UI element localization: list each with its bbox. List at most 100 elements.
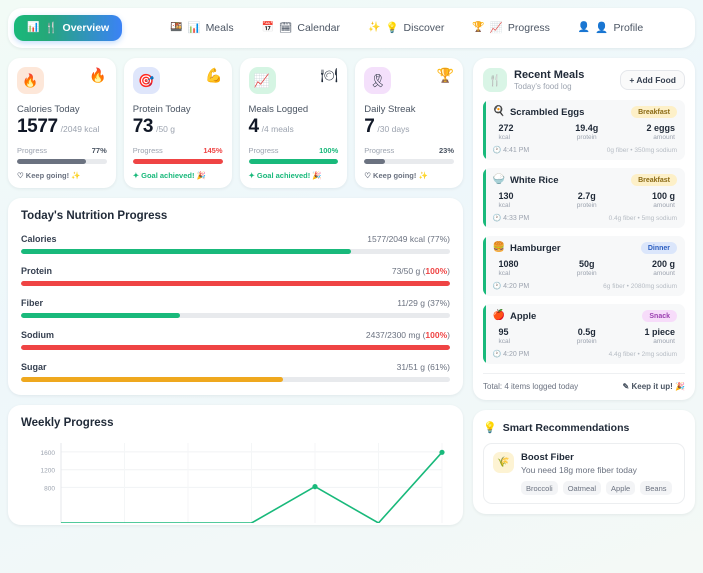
meal-amount: 2 eggs amount xyxy=(616,123,677,141)
recent-meals-card: 🍴 Recent Meals Today's food log + Add Fo… xyxy=(473,58,695,400)
nutrition-row-list: Calories 1577/2049 kcal (77%) Protein 73… xyxy=(21,234,450,382)
meal-type-badge: Snack xyxy=(642,310,677,322)
nav-tab-calendar[interactable]: 📅 🗓 Calendar xyxy=(249,15,353,41)
stat-card-goal: /4 meals xyxy=(261,124,294,134)
meal-micronutrients: 0.4g fiber • 5mg sodium xyxy=(608,214,677,222)
meal-item-scrambled-eggs[interactable]: 🍳 Scrambled Eggs Breakfast 272 kcal 19.4… xyxy=(483,100,685,160)
nutrition-row-header: Fiber 11/29 g (37%) xyxy=(21,298,450,308)
meal-protein-label: protein xyxy=(576,134,597,141)
recent-meals-heading-text: Recent Meals Today's food log xyxy=(514,69,613,91)
meal-body: 🍔 Hamburger Dinner 1080 kcal 50g protein… xyxy=(486,236,686,296)
meal-footer: 🕐 4:41 PM 0g fiber • 350mg sodium xyxy=(493,146,678,155)
stat-card-title: Meals Logged xyxy=(248,104,309,115)
meal-body: 🍚 White Rice Breakfast 130 kcal 2.7g pro… xyxy=(486,168,686,228)
daily-streak-corner-icon: 🏆 xyxy=(436,67,454,83)
meal-name: Hamburger xyxy=(509,242,561,254)
content-columns: 🔥 🔥 Calories Today 1577 /2049 kcal Progr… xyxy=(8,58,695,525)
stat-card-footer: ✦ Goal achieved! 🎉 xyxy=(132,171,206,180)
svg-text:1200: 1200 xyxy=(41,468,56,475)
stat-card-value: 4 xyxy=(248,116,260,137)
nav-tab-label-discover: Discover xyxy=(403,22,445,34)
nutrition-row-values: 73/50 g (100%) xyxy=(391,266,450,276)
meal-type-badge: Breakfast xyxy=(631,106,677,118)
nutrition-row-sugar: Sugar 31/51 g (61%) xyxy=(21,362,450,382)
meal-time: 🕐 4:20 PM xyxy=(492,283,530,290)
meal-time: 🕐 4:20 PM xyxy=(492,351,530,358)
stat-progress-track xyxy=(132,159,223,164)
svg-text:800: 800 xyxy=(44,485,55,492)
recommendation-tag-beans[interactable]: Beans xyxy=(640,481,672,495)
stat-progress-percent: 145% xyxy=(203,146,223,155)
meal-protein-label: protein xyxy=(576,338,597,345)
recommendation-tag-oatmeal[interactable]: Oatmeal xyxy=(562,481,602,495)
recent-meals-subtitle: Today's food log xyxy=(514,82,572,91)
weekly-progress-card: Weekly Progress 800 1200 1600 xyxy=(8,405,463,525)
stat-card-meals-logged[interactable]: 📈 🍽 Meals Logged 4 /4 meals Progress 100… xyxy=(239,58,348,188)
nav-tab-label-overview: Overview xyxy=(62,22,110,34)
meal-kcal: 1080 kcal xyxy=(493,259,558,277)
recommendation-tag-broccoli[interactable]: Broccoli xyxy=(521,481,558,495)
stat-card-value-row: 1577 /2049 kcal xyxy=(17,116,107,138)
stat-card-value: 73 xyxy=(132,116,154,137)
stat-card-value-row: 7 /30 days xyxy=(364,116,454,138)
nav-tab-overview[interactable]: 📊 🍴 Overview xyxy=(14,15,123,41)
progress-emoji-icon: 🏆 xyxy=(472,22,485,33)
stat-card-daily-streak[interactable]: 🎗 🏆 Daily Streak 7 /30 days Progress 23%… xyxy=(355,58,463,188)
meals-total-text: Total: 4 items logged today xyxy=(483,382,579,391)
stat-card-footer: ♡ Keep going! ✨ xyxy=(364,171,428,180)
meal-protein: 50g protein xyxy=(557,259,616,277)
progress-glyph-icon: 📈 xyxy=(489,21,503,34)
stat-progress-label: Progress xyxy=(248,146,279,155)
overview-emoji-icon: 📊 xyxy=(27,22,40,33)
stat-card-progress-row: Progress 100% xyxy=(249,146,339,155)
nutrition-row-header: Protein 73/50 g (100%) xyxy=(21,266,450,276)
meal-header: 🍳 Scrambled Eggs Breakfast xyxy=(493,106,677,118)
meal-item-white-rice[interactable]: 🍚 White Rice Breakfast 130 kcal 2.7g pro… xyxy=(483,168,685,228)
meal-accent-bar xyxy=(483,168,486,228)
nutrition-row-calories: Calories 1577/2049 kcal (77%) xyxy=(21,234,450,254)
recommendation-tag-list: Broccoli Oatmeal Apple Beans xyxy=(521,481,672,495)
meal-accent-bar xyxy=(483,100,486,160)
meal-amount-label: amount xyxy=(653,202,675,209)
nutrition-row-values: 1577/2049 kcal (77%) xyxy=(367,234,450,244)
stat-card-calories-today[interactable]: 🔥 🔥 Calories Today 1577 /2049 kcal Progr… xyxy=(8,58,116,188)
overview-glyph-icon: 🍴 xyxy=(44,21,58,34)
nutrition-row-track xyxy=(21,313,450,318)
meal-name: Apple xyxy=(509,310,537,322)
recommendation-item-boost-fiber[interactable]: 🌾 Boost Fiber You need 18g more fiber to… xyxy=(483,443,685,504)
nutrition-row-fill xyxy=(21,377,283,382)
weekly-progress-title: Weekly Progress xyxy=(21,417,114,429)
stat-card-value-row: 4 /4 meals xyxy=(249,116,339,138)
calendar-emoji-icon: 📅 xyxy=(261,22,275,33)
nav-tab-meals[interactable]: 🍱 📊 Meals xyxy=(157,15,247,41)
stat-card-goal: /2049 kcal xyxy=(60,124,100,134)
nav-tab-profile[interactable]: 👤 👤 Profile xyxy=(565,15,656,41)
stat-card-protein-today[interactable]: 🎯 💪 Protein Today 73 /50 g Progress 145%… xyxy=(123,58,232,188)
nutrition-row-values: 31/51 g (61%) xyxy=(396,362,450,372)
main-navbar: 📊 🍴 Overview 🍱 📊 Meals 📅 🗓 Calendar ✨ 💡 … xyxy=(8,8,695,48)
weekly-progress-svg: 800 1200 1600 xyxy=(41,443,445,523)
meal-time: 🕐 4:33 PM xyxy=(492,215,530,222)
meal-item-apple[interactable]: 🍎 Apple Snack 95 kcal 0.5g protein 1 pie… xyxy=(483,304,685,364)
meal-kcal: 272 kcal xyxy=(493,123,558,141)
recommendation-tag-apple[interactable]: Apple xyxy=(606,481,636,495)
stat-card-progress-row: Progress 145% xyxy=(133,146,223,155)
meal-kcal: 95 kcal xyxy=(493,327,558,345)
add-food-button[interactable]: + Add Food xyxy=(620,70,685,90)
meal-amount-value: 1 piece xyxy=(644,327,675,337)
meals-cheer-text: ✎ Keep it up! 🎉 xyxy=(622,382,685,391)
stat-card-footer: ✦ Goal achieved! 🎉 xyxy=(248,171,322,180)
stat-progress-percent: 23% xyxy=(438,146,454,155)
calories-today-corner-icon: 🔥 xyxy=(89,67,107,83)
meal-name: White Rice xyxy=(509,174,559,186)
meal-protein-value: 19.4g xyxy=(575,123,599,133)
nav-tab-progress[interactable]: 🏆 📈 Progress xyxy=(459,15,563,41)
stat-card-value: 1577 xyxy=(17,116,58,137)
stat-progress-label: Progress xyxy=(364,146,395,155)
nutrition-row-name: Calories xyxy=(21,234,57,244)
meal-item-hamburger[interactable]: 🍔 Hamburger Dinner 1080 kcal 50g protein… xyxy=(483,236,685,296)
nav-tab-discover[interactable]: ✨ 💡 Discover xyxy=(355,15,457,41)
stat-progress-fill xyxy=(364,159,385,164)
stat-card-top: 🎯 💪 xyxy=(132,67,223,94)
recommendation-text: Boost Fiber You need 18g more fiber toda… xyxy=(521,452,672,495)
